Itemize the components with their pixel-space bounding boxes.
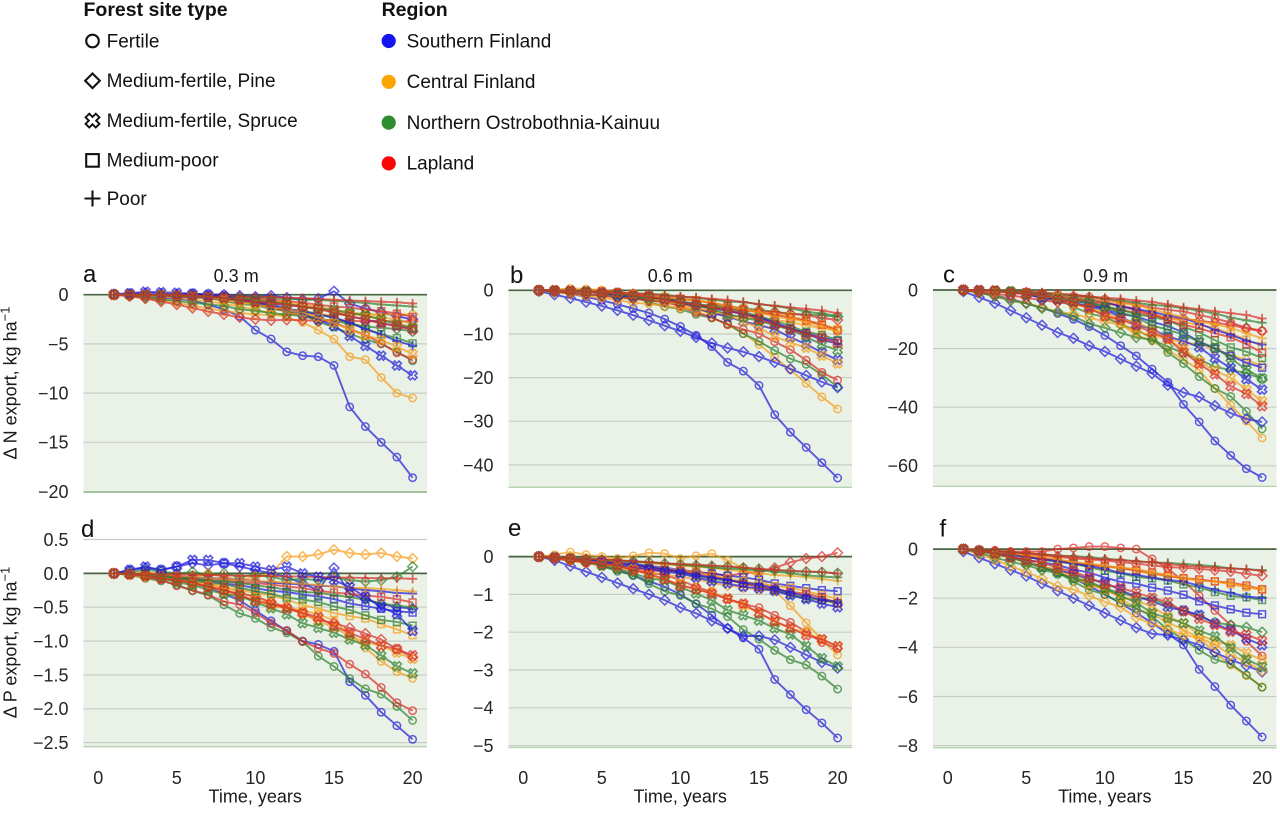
svg-text:−1: −1	[473, 585, 494, 605]
svg-text:0.5: 0.5	[43, 530, 68, 550]
svg-text:−20: −20	[38, 482, 69, 502]
svg-text:−30: −30	[463, 412, 494, 432]
svg-text:10: 10	[670, 768, 690, 788]
svg-text:−1.5: −1.5	[33, 665, 69, 685]
svg-text:10: 10	[245, 768, 265, 788]
svg-text:0: 0	[483, 281, 493, 301]
svg-text:−5: −5	[473, 736, 494, 756]
svg-text:Northern Ostrobothnia-Kainuu: Northern Ostrobothnia-Kainuu	[407, 113, 660, 134]
svg-text:−2: −2	[897, 589, 918, 609]
svg-text:−15: −15	[38, 433, 69, 453]
svg-text:0: 0	[908, 540, 918, 560]
svg-text:0: 0	[943, 768, 953, 788]
svg-text:20: 20	[1252, 768, 1272, 788]
svg-text:Δ P export, kg ha−1: Δ P export, kg ha−1	[0, 567, 21, 719]
svg-text:20: 20	[403, 768, 423, 788]
svg-text:−10: −10	[38, 384, 69, 404]
svg-text:5: 5	[172, 768, 182, 788]
svg-text:5: 5	[1021, 768, 1031, 788]
svg-text:5: 5	[597, 768, 607, 788]
svg-text:Medium-fertile, Pine: Medium-fertile, Pine	[107, 71, 276, 92]
svg-text:Southern Finland: Southern Finland	[407, 31, 552, 52]
svg-text:−2.5: −2.5	[33, 733, 69, 753]
svg-text:0.9 m: 0.9 m	[1083, 266, 1128, 286]
svg-text:Fertile: Fertile	[107, 31, 160, 52]
svg-text:15: 15	[324, 768, 344, 788]
svg-text:0: 0	[58, 285, 68, 305]
svg-text:0.3 m: 0.3 m	[214, 266, 259, 286]
svg-text:0: 0	[483, 547, 493, 567]
svg-text:−5: −5	[48, 334, 69, 354]
svg-text:−40: −40	[463, 455, 494, 475]
svg-text:Δ N export, kg ha−1: Δ N export, kg ha−1	[0, 307, 21, 460]
svg-text:Time, years: Time, years	[209, 787, 302, 807]
svg-text:Central Finland: Central Finland	[407, 72, 536, 93]
svg-text:f: f	[940, 516, 947, 543]
svg-text:−0.5: −0.5	[33, 598, 69, 618]
svg-text:Region: Region	[382, 0, 448, 21]
svg-text:−10: −10	[463, 324, 494, 344]
svg-text:−3: −3	[473, 660, 494, 680]
svg-text:−4: −4	[897, 638, 918, 658]
svg-text:Time, years: Time, years	[1058, 787, 1151, 807]
svg-text:−60: −60	[887, 456, 918, 476]
svg-text:−20: −20	[887, 339, 918, 359]
svg-text:−6: −6	[897, 687, 918, 707]
svg-text:−2.0: −2.0	[33, 699, 69, 719]
svg-text:d: d	[81, 516, 94, 543]
svg-text:0: 0	[518, 768, 528, 788]
svg-text:0: 0	[908, 280, 918, 300]
svg-text:15: 15	[1173, 768, 1193, 788]
svg-text:e: e	[508, 515, 521, 542]
svg-text:Lapland: Lapland	[407, 154, 475, 175]
svg-text:15: 15	[749, 768, 769, 788]
svg-text:20: 20	[828, 768, 848, 788]
svg-text:Poor: Poor	[107, 189, 148, 210]
svg-text:−20: −20	[463, 368, 494, 388]
svg-text:Time, years: Time, years	[634, 787, 727, 807]
svg-text:c: c	[943, 262, 955, 289]
svg-text:0.6 m: 0.6 m	[648, 266, 693, 286]
svg-text:b: b	[510, 262, 523, 289]
svg-text:10: 10	[1095, 768, 1115, 788]
svg-text:−8: −8	[897, 736, 918, 756]
svg-text:−2: −2	[473, 623, 494, 643]
svg-text:0.0: 0.0	[43, 564, 68, 584]
svg-text:−40: −40	[887, 398, 918, 418]
svg-text:−4: −4	[473, 698, 494, 718]
svg-text:Medium-poor: Medium-poor	[107, 151, 220, 172]
svg-text:a: a	[83, 261, 97, 288]
svg-text:0: 0	[93, 768, 103, 788]
svg-text:−1.0: −1.0	[33, 632, 69, 652]
svg-text:Forest site type: Forest site type	[84, 0, 228, 21]
svg-text:Medium-fertile, Spruce: Medium-fertile, Spruce	[107, 111, 298, 132]
